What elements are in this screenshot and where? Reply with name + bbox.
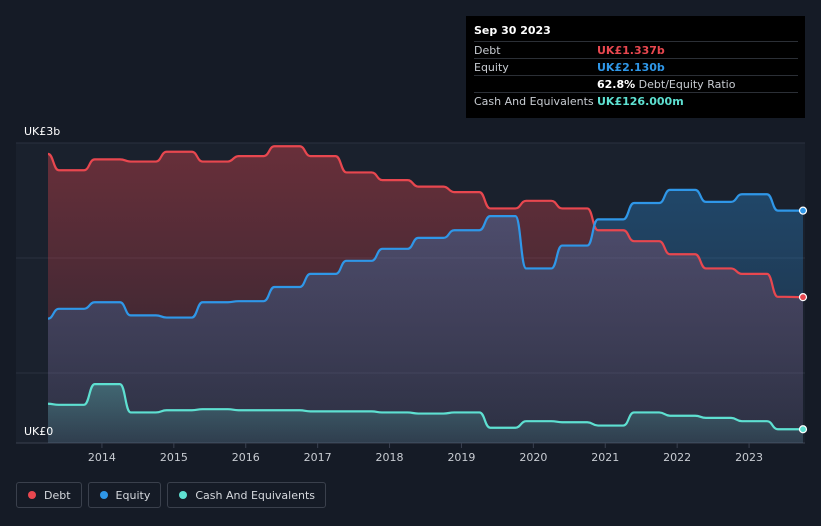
tooltip-row-debt: Debt UK£1.337b bbox=[474, 41, 798, 59]
endpoint-equity bbox=[798, 206, 808, 215]
tooltip-row-cash: Cash And Equivalents UK£126.000m bbox=[474, 92, 798, 110]
legend-label-equity: Equity bbox=[115, 488, 151, 502]
line-equity bbox=[47, 188, 803, 320]
x-tick-label: 2021 bbox=[591, 451, 619, 464]
line-debt bbox=[47, 145, 804, 299]
series-lines bbox=[47, 145, 804, 431]
x-tick-label: 2015 bbox=[160, 451, 188, 464]
chart-legend: Debt Equity Cash And Equivalents bbox=[16, 482, 326, 510]
series-areas bbox=[48, 146, 803, 443]
x-axis-ticks: 2014 2015 2016 2017 2018 2019 2020 2021 2022 2023 bbox=[88, 443, 763, 464]
legend-label-debt: Debt bbox=[44, 488, 71, 502]
x-tick-label: 2019 bbox=[447, 451, 475, 464]
tooltip-row-equity: Equity UK£2.130b bbox=[474, 58, 798, 76]
tooltip-label-equity: Equity bbox=[474, 61, 509, 74]
legend-item-debt[interactable]: Debt bbox=[16, 482, 82, 508]
x-tick-label: 2014 bbox=[88, 451, 116, 464]
legend-dot-debt bbox=[28, 491, 36, 499]
legend-item-equity[interactable]: Equity bbox=[87, 482, 162, 508]
endpoint-cash-and-equivalents bbox=[798, 425, 808, 434]
tooltip-label-cash: Cash And Equivalents bbox=[474, 95, 594, 108]
y-tick-label-bottom: UK£0 bbox=[24, 425, 54, 438]
x-tick-label: 2020 bbox=[519, 451, 547, 464]
legend-item-cash[interactable]: Cash And Equivalents bbox=[167, 482, 326, 508]
tooltip-value-cash: UK£126.000m bbox=[597, 95, 684, 108]
tooltip-value-equity: UK£2.130b bbox=[597, 61, 665, 74]
tooltip-value-debt: UK£1.337b bbox=[597, 44, 665, 57]
x-tick-label: 2018 bbox=[376, 451, 404, 464]
x-tick-label: 2016 bbox=[232, 451, 260, 464]
series-endpoints bbox=[798, 206, 808, 434]
x-tick-label: 2022 bbox=[663, 451, 691, 464]
tooltip-row-ratio: 62.8% Debt/Equity Ratio bbox=[474, 75, 798, 93]
tooltip-ratio: 62.8% Debt/Equity Ratio bbox=[597, 78, 735, 91]
line-cash-and-equivalents bbox=[47, 382, 803, 431]
data-tooltip: Sep 30 2023 Debt UK£1.337b Equity UK£2.1… bbox=[466, 16, 805, 118]
tooltip-ratio-label: Debt/Equity Ratio bbox=[638, 78, 736, 91]
endpoint-debt bbox=[798, 293, 808, 302]
x-tick-label: 2023 bbox=[735, 451, 763, 464]
legend-label-cash: Cash And Equivalents bbox=[195, 488, 315, 502]
tooltip-label-debt: Debt bbox=[474, 44, 501, 57]
legend-dot-equity bbox=[99, 491, 108, 499]
area-equity bbox=[48, 189, 803, 443]
tooltip-ratio-value: 62.8% bbox=[597, 78, 636, 91]
y-tick-label-top: UK£3b bbox=[24, 125, 61, 138]
x-tick-label: 2017 bbox=[304, 451, 332, 464]
tooltip-date: Sep 30 2023 bbox=[474, 24, 551, 37]
area-cash-and-equivalents bbox=[48, 384, 803, 443]
legend-dot-cash bbox=[179, 491, 188, 499]
